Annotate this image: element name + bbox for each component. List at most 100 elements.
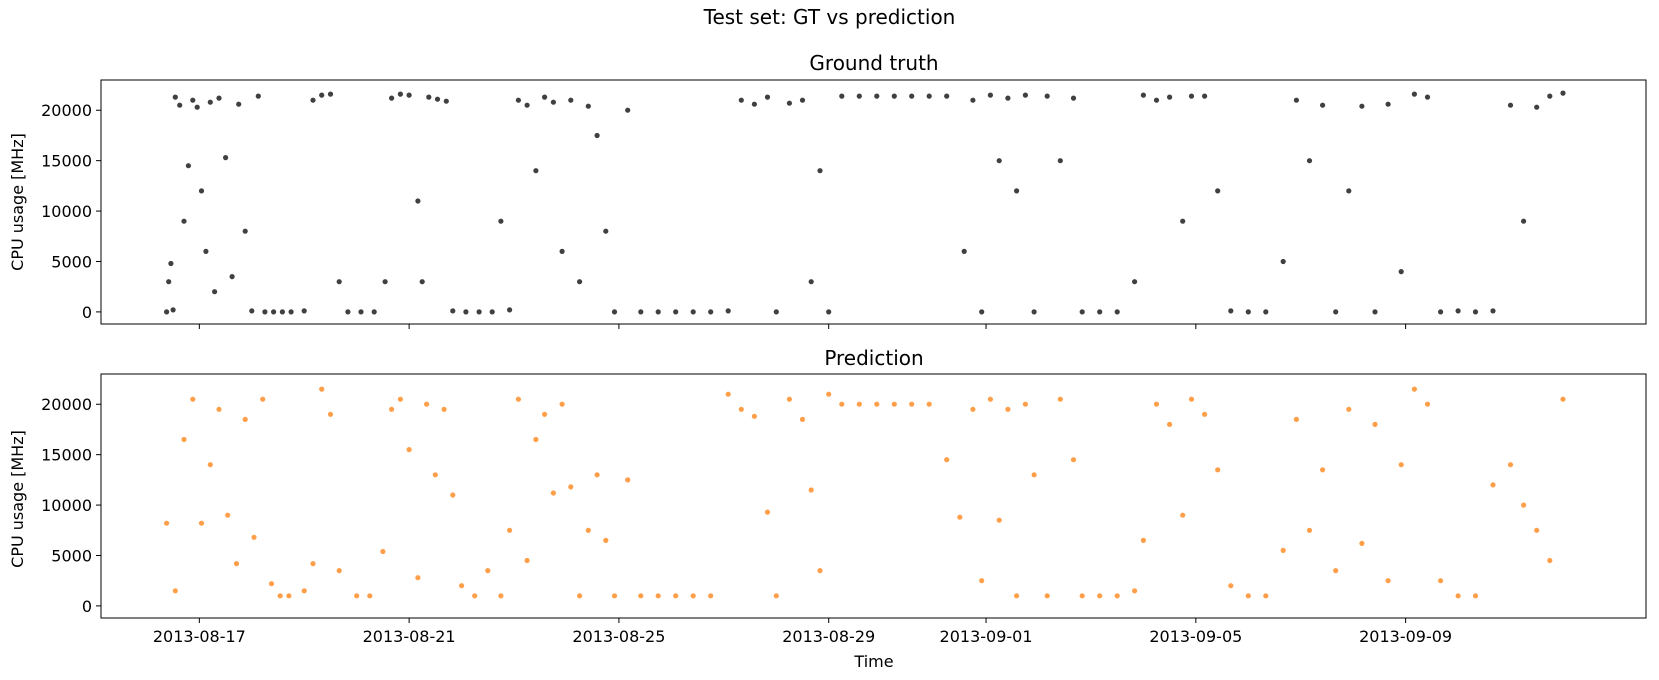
data-point	[1014, 593, 1020, 599]
data-point	[764, 509, 771, 515]
data-point	[277, 593, 283, 599]
data-point	[1167, 421, 1173, 427]
data-point	[249, 308, 255, 314]
data-point	[190, 97, 196, 103]
data-point	[262, 309, 268, 315]
axes-frame	[100, 373, 1647, 619]
data-point	[1521, 218, 1527, 224]
data-point	[1346, 188, 1352, 194]
ytick-label: 20000	[41, 101, 92, 120]
data-point	[181, 218, 187, 224]
data-point	[550, 490, 557, 496]
data-point	[1507, 462, 1514, 468]
data-point	[559, 248, 565, 254]
data-point	[354, 593, 360, 599]
data-point	[1079, 593, 1085, 599]
data-point	[260, 396, 266, 402]
data-point	[288, 309, 294, 315]
data-point	[177, 102, 183, 108]
data-point	[216, 406, 222, 412]
data-point	[185, 163, 191, 169]
figure-suptitle: Test set: GT vs prediction	[703, 5, 956, 29]
data-point	[764, 94, 771, 100]
data-point	[443, 98, 449, 104]
data-point	[1320, 467, 1326, 473]
data-point	[229, 274, 235, 280]
data-point	[542, 411, 548, 417]
data-point	[380, 548, 386, 555]
data-point	[336, 568, 342, 574]
ytick-label: 10000	[41, 202, 92, 221]
data-point	[301, 308, 307, 314]
data-point	[1140, 537, 1146, 544]
data-point	[856, 401, 862, 407]
data-point	[957, 514, 963, 520]
data-point	[773, 309, 779, 315]
data-point	[1031, 472, 1037, 478]
data-point	[603, 537, 609, 544]
data-point	[459, 583, 465, 589]
data-point	[301, 588, 307, 594]
data-point	[568, 484, 574, 490]
data-point	[1560, 396, 1566, 402]
data-point	[874, 401, 880, 407]
data-point	[568, 97, 574, 103]
xtick-label: 2013-08-29	[782, 627, 875, 646]
data-point	[279, 309, 285, 315]
data-point	[212, 289, 218, 295]
data-point	[1280, 547, 1286, 554]
data-point	[203, 248, 209, 254]
data-point	[826, 309, 832, 315]
data-point	[690, 309, 696, 315]
data-point	[611, 309, 618, 315]
data-point	[839, 401, 845, 407]
data-point	[1180, 512, 1186, 518]
data-point	[987, 92, 994, 98]
data-point	[603, 228, 609, 234]
data-point	[1014, 188, 1020, 194]
xtick-label: 2013-08-25	[572, 627, 665, 646]
data-point	[1097, 593, 1103, 599]
data-point	[594, 132, 600, 139]
data-point	[944, 457, 950, 463]
data-point	[1385, 101, 1391, 107]
data-point	[611, 593, 618, 599]
data-point	[426, 94, 432, 100]
data-point	[1521, 502, 1527, 508]
data-point	[286, 593, 292, 599]
data-point	[1424, 401, 1431, 407]
data-point	[225, 512, 231, 518]
data-point	[1180, 218, 1186, 224]
data-point	[979, 309, 985, 315]
prediction-title: Prediction	[824, 346, 923, 370]
data-point	[1263, 593, 1269, 599]
data-point	[1333, 309, 1339, 315]
data-point	[432, 472, 438, 478]
data-point	[533, 168, 539, 174]
prediction-ylabel: CPU usage [MHz]	[8, 430, 27, 568]
data-point	[498, 218, 504, 224]
data-point	[1228, 583, 1234, 589]
data-point	[1472, 593, 1479, 599]
data-point	[1044, 93, 1050, 99]
ytick-label: 15000	[41, 152, 92, 171]
data-point	[207, 99, 213, 105]
data-point	[190, 396, 196, 402]
data-point	[1153, 401, 1160, 407]
data-point	[1507, 102, 1514, 108]
data-point	[1114, 593, 1120, 599]
prediction-xlabel: Time	[853, 652, 893, 671]
data-point	[310, 97, 316, 103]
data-point	[1005, 406, 1011, 412]
data-point	[856, 93, 862, 99]
data-point	[786, 100, 793, 106]
data-point	[690, 593, 696, 599]
data-point	[1385, 578, 1391, 584]
data-point	[319, 92, 325, 98]
data-point	[1114, 309, 1120, 315]
data-point	[817, 568, 823, 574]
data-point	[1079, 309, 1085, 315]
data-point	[358, 309, 364, 315]
data-point	[1359, 540, 1365, 547]
data-point	[1245, 309, 1251, 315]
